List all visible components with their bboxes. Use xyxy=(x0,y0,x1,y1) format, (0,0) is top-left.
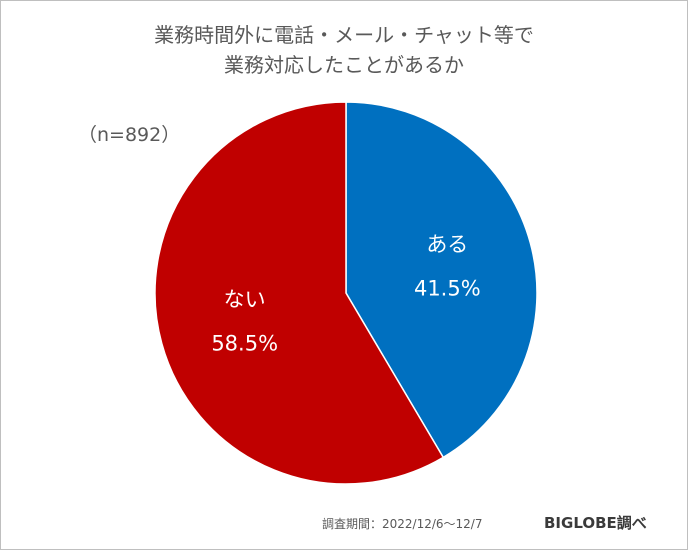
slice-value-label-1: 58.5% xyxy=(211,332,278,356)
pie-slice-1 xyxy=(154,101,445,485)
chart-title: 業務時間外に電話・メール・チャット等で 業務対応したことがあるか xyxy=(0,20,688,80)
slice-label-1: ない xyxy=(224,288,266,312)
chart-title-line-1: 業務時間外に電話・メール・チャット等で xyxy=(154,23,534,47)
slice-label-0: ある xyxy=(426,232,468,256)
survey-period: 調査期間：2022/12/6～12/7 xyxy=(322,517,483,531)
slice-value-label-0: 41.5% xyxy=(414,276,481,300)
sample-size: （n=892） xyxy=(78,124,181,146)
source-credit: BIGLOBE調べ xyxy=(544,514,647,532)
pie-slice-0 xyxy=(345,101,538,459)
chart-title-line-2: 業務対応したことがあるか xyxy=(224,53,464,77)
